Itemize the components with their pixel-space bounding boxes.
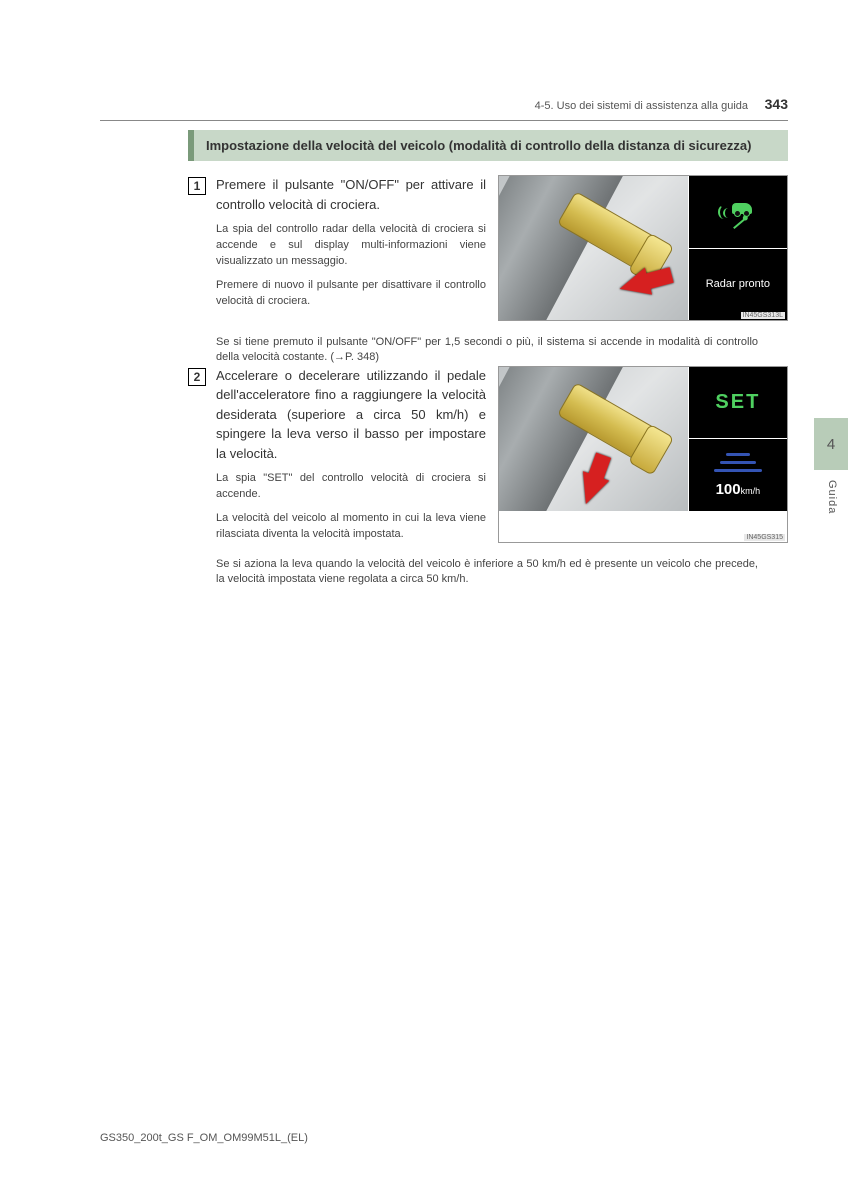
cruise-lever-illustration — [499, 367, 688, 511]
radar-car-icon — [718, 197, 758, 227]
step-1-text: Premere il pulsante "ON/OFF" per attivar… — [188, 175, 486, 321]
step-2-sub-1: La spia "SET" del controllo velocità di … — [216, 471, 486, 503]
header-divider — [100, 120, 788, 121]
cruise-lever-illustration — [499, 176, 688, 320]
step-2-illustration: SET 100km/h IN45GS315 — [498, 366, 788, 543]
image-reference-1: IN45GS313L — [741, 312, 785, 319]
manual-page: 4-5. Uso dei sistemi di assistenza alla … — [0, 0, 848, 1200]
step-1-sub-2: Premere di nuovo il pulsante per disatti… — [216, 278, 486, 310]
display-stack-2: SET 100km/h — [689, 367, 787, 542]
section-heading: Impostazione della velocità del veicolo … — [188, 130, 788, 161]
press-arrow-icon — [616, 268, 652, 303]
step-number-box: 1 — [188, 177, 206, 195]
image-reference-2: IN45GS315 — [744, 534, 785, 541]
chapter-tab: 4 — [814, 418, 848, 470]
step-1: 1 Premere il pulsante "ON/OFF" per attiv… — [188, 175, 788, 321]
push-down-arrow-icon — [573, 471, 610, 509]
radar-ready-panel: Radar pronto — [689, 249, 787, 321]
step-1-main: Premere il pulsante "ON/OFF" per attivar… — [216, 177, 486, 212]
step-1-illustration: Radar pronto IN45GS313L — [498, 175, 788, 321]
step-1-sub-1: La spia del controllo radar della veloci… — [216, 222, 486, 270]
display-stack-1: Radar pronto — [689, 176, 787, 320]
step-2-text: Accelerare o decelerare utilizzando il p… — [188, 366, 486, 543]
chapter-side-label: Guida — [826, 480, 838, 514]
step-2-main: Accelerare o decelerare utilizzando il p… — [216, 368, 486, 461]
speed-unit: km/h — [741, 486, 761, 496]
section-reference: 4-5. Uso dei sistemi di assistenza alla … — [535, 100, 748, 112]
radar-ready-text: Radar pronto — [706, 278, 770, 290]
step-1-note: Se si tiene premuto il pulsante "ON/OFF"… — [216, 335, 788, 366]
document-footer: GS350_200t_GS F_OM_OM99M51L_(EL) — [100, 1132, 308, 1144]
step-2: 2 Accelerare o decelerare utilizzando il… — [188, 366, 788, 543]
speed-number: 100 — [716, 481, 741, 498]
step-2-note: Se si aziona la leva quando la velocità … — [216, 557, 788, 588]
set-indicator-panel: SET — [689, 367, 787, 439]
set-label: SET — [715, 391, 760, 414]
page-number: 343 — [765, 96, 788, 112]
step-number-box: 2 — [188, 368, 206, 386]
distance-bars-icon — [708, 453, 768, 481]
step-2-sub-2: La velocità del veicolo al momento in cu… — [216, 511, 486, 543]
speed-display-panel: 100km/h — [689, 439, 787, 511]
radar-icon-panel — [689, 176, 787, 248]
set-speed-value: 100km/h — [716, 481, 761, 498]
